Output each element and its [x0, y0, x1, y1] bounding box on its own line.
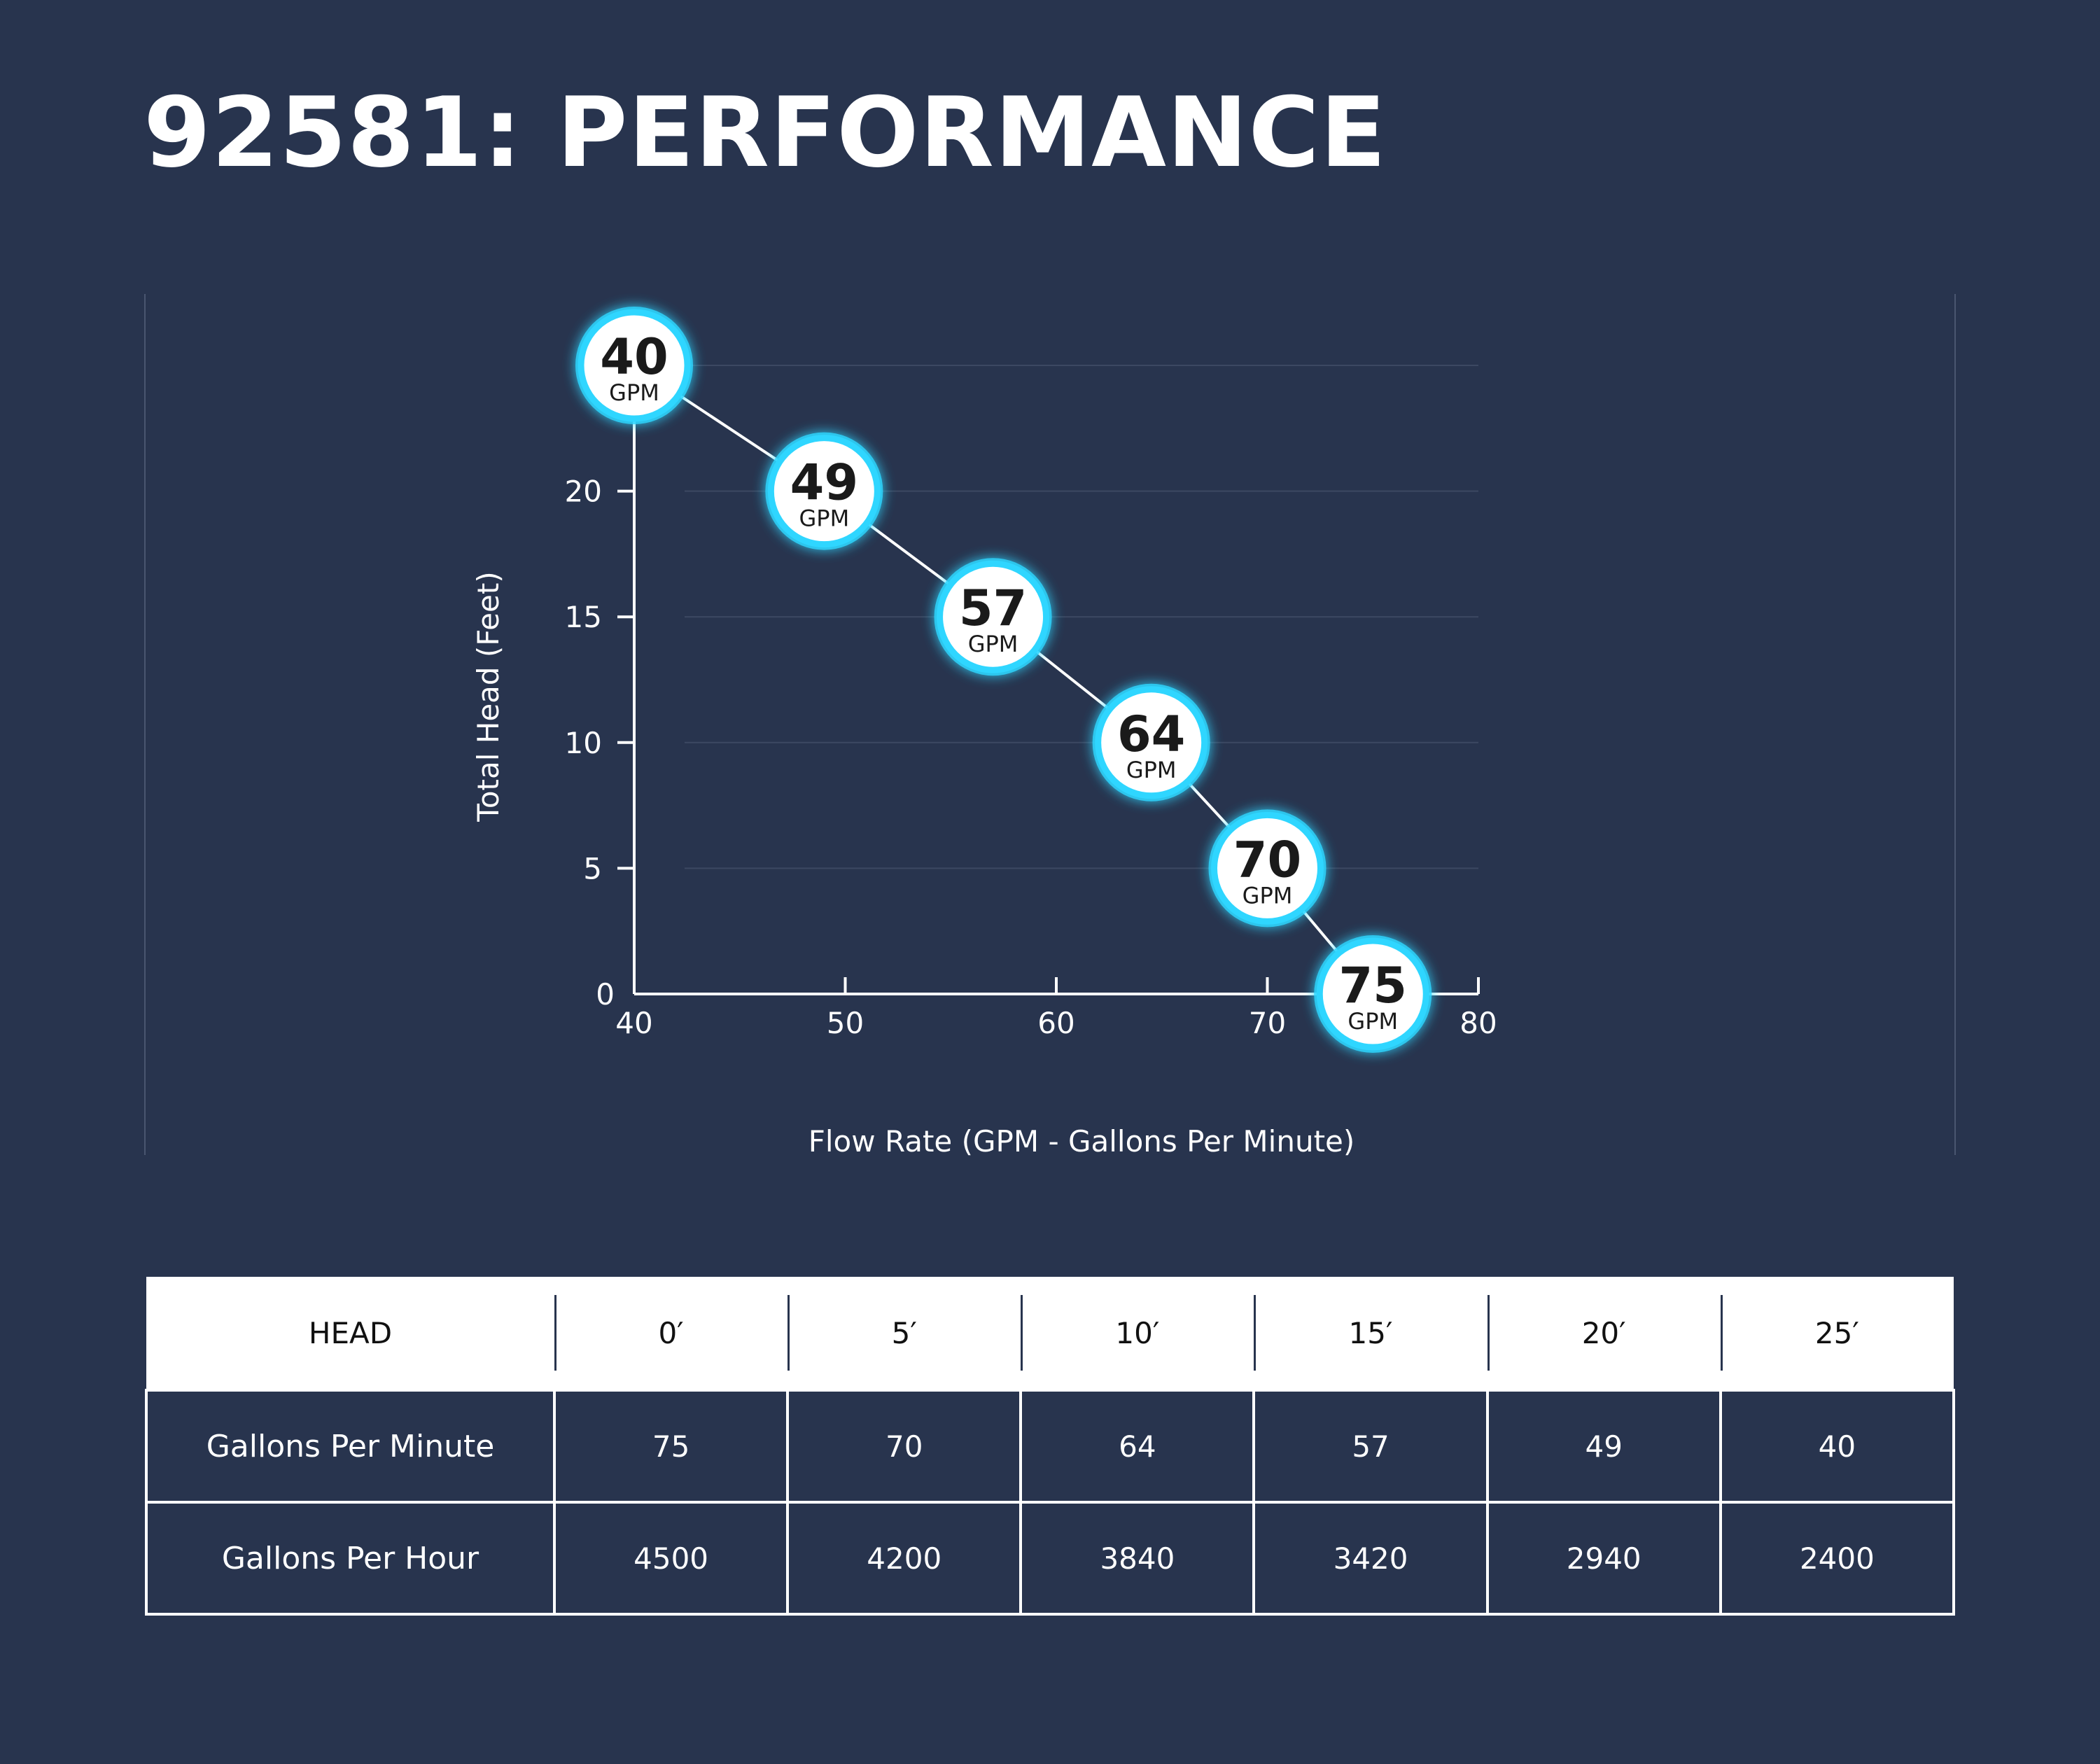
marker-circle [578, 309, 691, 422]
marker-circle [1316, 937, 1429, 1051]
x-tick-label: 40 [615, 1006, 652, 1040]
marker-circle [1211, 811, 1324, 925]
page-title: 92581: PERFORMANCE [144, 76, 1387, 189]
y-tick-label: 10 [565, 726, 602, 760]
data-label-unit: GPM [799, 505, 849, 532]
header-cell-head: HEAD [146, 1277, 554, 1390]
table-cell: 3840 [1019, 1501, 1256, 1616]
data-label-value: 64 [1117, 706, 1185, 763]
data-label-unit: GPM [1348, 1008, 1398, 1035]
table-cell: 64 [1019, 1389, 1256, 1504]
header-cell: 0′ [554, 1277, 788, 1390]
marker-circle [1095, 686, 1208, 799]
y-tick-label: 0 [596, 977, 615, 1011]
data-label-unit: GPM [1126, 757, 1177, 783]
header-cell: 25′ [1720, 1277, 1954, 1390]
header-cell: 10′ [1021, 1277, 1254, 1390]
header-cell: 20′ [1487, 1277, 1721, 1390]
table-cell: 4200 [786, 1501, 1023, 1616]
y-tick-label: 20 [565, 475, 602, 509]
y-axis-label: Total Head (Feet) [471, 571, 505, 822]
data-label-unit: GPM [609, 379, 659, 406]
y-tick-label: 15 [565, 600, 602, 634]
data-label-value: 70 [1233, 831, 1301, 888]
data-label-value: 40 [600, 328, 668, 386]
table-cell: 2940 [1485, 1501, 1722, 1616]
table-row-gpm: Gallons Per Minute 75 70 64 57 49 40 [145, 1389, 1956, 1504]
left-divider [144, 294, 146, 1155]
table-cell: 49 [1485, 1389, 1722, 1504]
data-label-value: 49 [790, 454, 858, 512]
x-axis-label: Flow Rate (GPM - Gallons Per Minute) [808, 1124, 1355, 1158]
table-cell: 57 [1252, 1389, 1489, 1504]
header-cell: 5′ [788, 1277, 1021, 1390]
x-tick-label: 70 [1249, 1006, 1286, 1040]
header-cell: 15′ [1254, 1277, 1488, 1390]
table-row-gph: Gallons Per Hour 4500 4200 3840 3420 294… [145, 1501, 1956, 1616]
x-tick-label: 50 [827, 1006, 864, 1040]
y-tick-label: 5 [583, 851, 602, 886]
data-label-unit: GPM [968, 631, 1018, 657]
table-cell: 2400 [1718, 1501, 1956, 1616]
table-cell: 3420 [1252, 1501, 1489, 1616]
table-cell: 75 [552, 1389, 790, 1504]
performance-table: HEAD 0′ 5′ 10′ 15′ 20′ 25′ Gallons Per M… [145, 1277, 1956, 1616]
table-cell: 40 [1718, 1389, 1956, 1504]
x-tick-label: 60 [1037, 1006, 1074, 1040]
data-label-value: 57 [959, 580, 1027, 637]
table-cell: 4500 [552, 1501, 790, 1616]
right-divider [1954, 294, 1956, 1155]
row-label: Gallons Per Hour [145, 1501, 556, 1616]
table-header-row: HEAD 0′ 5′ 10′ 15′ 20′ 25′ [146, 1277, 1954, 1390]
marker-circle [937, 560, 1050, 673]
data-label-unit: GPM [1242, 882, 1293, 909]
table-cell: 70 [786, 1389, 1023, 1504]
marker-circle [767, 435, 881, 548]
row-label: Gallons Per Minute [145, 1389, 556, 1504]
x-tick-label: 80 [1460, 1006, 1497, 1040]
data-label-value: 75 [1339, 957, 1407, 1014]
